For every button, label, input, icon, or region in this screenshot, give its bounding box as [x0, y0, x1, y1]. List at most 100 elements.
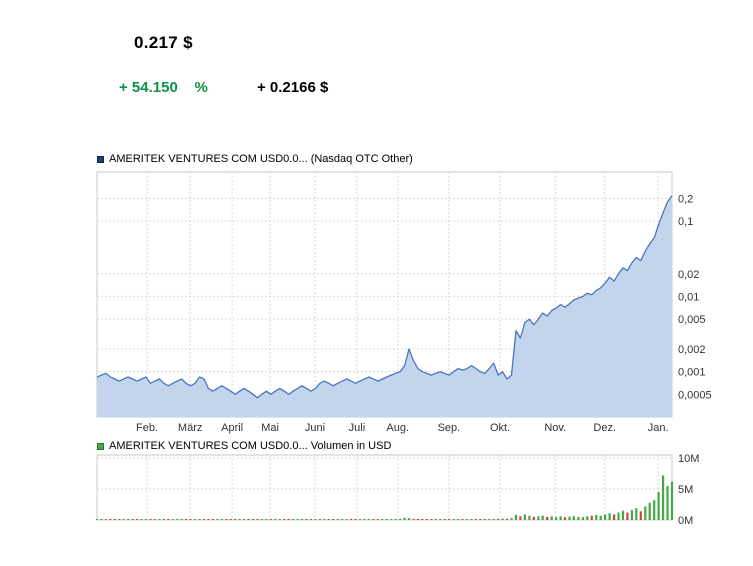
price-y-tick-label: 0,002	[678, 344, 706, 356]
volume-bar	[296, 519, 299, 520]
month-label: Dez.	[593, 422, 616, 434]
volume-bar	[514, 515, 518, 520]
price-y-tick-label: 0,005	[678, 314, 706, 326]
volume-bar	[167, 519, 170, 520]
volume-y-tick-label: 0M	[678, 515, 693, 527]
volume-bar	[269, 519, 272, 520]
month-label: Okt.	[490, 422, 510, 434]
price-legend-label: AMERITEK VENTURES COM USD0.0... (Nasdaq …	[109, 153, 413, 165]
volume-bar	[448, 519, 451, 520]
month-label: Jan.	[648, 422, 669, 434]
volume-bar	[559, 516, 562, 520]
volume-bar	[599, 515, 602, 520]
volume-bar	[483, 519, 486, 520]
volume-bar	[461, 519, 464, 520]
volume-bar	[621, 510, 625, 520]
volume-bar	[506, 518, 509, 520]
volume-bar	[176, 519, 179, 520]
volume-bar	[131, 519, 134, 520]
month-label: Mai	[261, 422, 279, 434]
volume-bar	[220, 519, 223, 520]
volume-bar	[452, 519, 455, 520]
volume-bar	[572, 516, 575, 520]
volume-bar	[158, 519, 161, 520]
volume-bar	[617, 512, 620, 520]
volume-bar	[372, 519, 375, 520]
volume-bar	[350, 519, 353, 520]
volume-bar	[358, 519, 362, 520]
volume-bar	[256, 519, 259, 520]
volume-bar	[421, 519, 424, 520]
month-label: Aug.	[386, 422, 409, 434]
volume-bar	[100, 519, 103, 520]
volume-bar	[581, 517, 584, 520]
volume-bar	[122, 519, 125, 520]
volume-bar	[497, 518, 500, 520]
volume-bar	[644, 506, 647, 520]
volume-bar	[563, 517, 567, 520]
volume-bar	[630, 510, 633, 520]
volume-bar	[162, 519, 165, 520]
volume-bar	[670, 481, 674, 520]
volume-bar	[318, 519, 321, 520]
month-label: März	[178, 422, 202, 434]
volume-bar	[639, 511, 642, 520]
price-y-tick-label: 0,0005	[678, 389, 712, 401]
volume-bar	[510, 518, 513, 520]
volume-bar	[465, 519, 469, 520]
month-label: April	[221, 422, 243, 434]
volume-bar	[657, 492, 660, 520]
volume-bar	[287, 519, 290, 520]
volume-bar	[666, 486, 669, 520]
volume-bar	[345, 519, 348, 520]
volume-bar	[653, 500, 656, 520]
volume-bar	[354, 519, 357, 520]
volume-bar	[577, 516, 580, 520]
volume-bar	[251, 519, 255, 520]
volume-bar	[207, 519, 210, 520]
month-label: Sep.	[438, 422, 461, 434]
volume-bar	[403, 517, 406, 520]
volume-bar	[434, 519, 437, 520]
volume-bar	[479, 519, 482, 520]
volume-bar	[118, 519, 121, 520]
volume-bar	[314, 519, 317, 520]
volume-bar	[278, 519, 281, 520]
volume-bar	[608, 513, 611, 520]
volume-bar	[412, 519, 415, 520]
volume-bar	[635, 508, 638, 520]
volume-bar	[323, 519, 326, 520]
volume-bar	[198, 519, 201, 520]
volume-bar	[260, 519, 263, 520]
volume-legend-label: AMERITEK VENTURES COM USD0.0... Volumen …	[109, 440, 392, 452]
volume-chart-legend: AMERITEK VENTURES COM USD0.0... Volumen …	[97, 440, 391, 452]
volume-bar	[381, 519, 384, 520]
volume-bar	[595, 515, 598, 520]
volume-bar	[367, 519, 370, 520]
volume-bar	[225, 519, 228, 520]
volume-bar	[555, 516, 558, 520]
price-y-tick-label: 0,001	[678, 367, 706, 379]
price-y-tick-label: 0,01	[678, 291, 699, 303]
volume-bar	[216, 519, 219, 520]
volume-bar	[394, 519, 397, 520]
volume-bar	[292, 519, 295, 520]
volume-bar	[305, 519, 308, 520]
volume-bar	[109, 519, 112, 520]
volume-bar	[590, 515, 593, 520]
volume-bar	[363, 519, 366, 520]
volume-bar	[390, 519, 393, 520]
volume-bar	[443, 519, 446, 520]
volume-bar	[247, 519, 250, 520]
volume-bar	[648, 502, 651, 520]
volume-bar	[568, 516, 571, 520]
volume-bar	[550, 516, 553, 520]
price-legend-swatch-icon	[97, 155, 104, 163]
price-chart-legend: AMERITEK VENTURES COM USD0.0... (Nasdaq …	[97, 153, 413, 165]
price-y-tick-label: 0,1	[678, 216, 693, 228]
volume-bar	[171, 519, 174, 520]
volume-bar	[456, 519, 460, 520]
volume-bar	[341, 519, 344, 520]
month-label: Juni	[305, 422, 325, 434]
